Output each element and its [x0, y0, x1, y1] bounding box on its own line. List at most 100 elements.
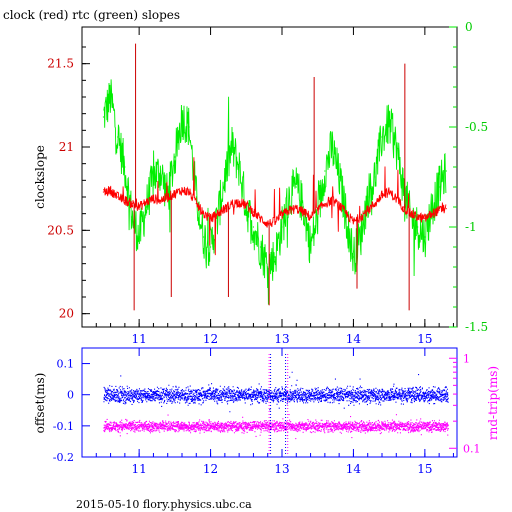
red-clock-slope-point: [288, 209, 290, 211]
green-rtc-slope-point: [402, 186, 405, 188]
bottom-y-right-tick-label: 1: [463, 352, 470, 365]
top-ticks-group: 11 12 13 14 15 20 20.5 21 21.5 0 -0.5 -1 -1.5: [47, 20, 488, 346]
green-rtc-slope-point: [438, 186, 440, 188]
bottom-right-y-axis-label: rnd-trip(ms): [486, 366, 500, 440]
top-x-tick-label: 12: [203, 332, 218, 346]
red-clock-slope-point: [174, 193, 176, 195]
red-clock-slope-point: [159, 199, 162, 201]
red-clock-slope-point: [367, 209, 369, 211]
red-clock-slope-point: [345, 213, 347, 215]
red-clock-slope-point: [445, 208, 447, 210]
red-clock-slope-point: [181, 189, 183, 191]
chart-title: clock (red) rtc (green) slopes: [3, 8, 180, 22]
green-rtc-slope-point: [231, 146, 233, 148]
red-clock-slope-point: [267, 223, 269, 225]
green-rtc-slope-point: [374, 176, 376, 178]
red-clock-slope-point: [438, 209, 440, 211]
green-rtc-slope-point: [152, 176, 155, 178]
green-rtc-slope-point: [238, 166, 240, 168]
top-y-left-tick-label: 21: [59, 140, 74, 154]
green-rtc-slope-point: [417, 226, 419, 228]
green-rtc-slope-point: [274, 256, 276, 258]
red-clock-slope-point: [331, 199, 333, 201]
red-clock-slope-point: [245, 204, 247, 206]
top-y-right-tick-label: -1: [465, 220, 477, 234]
top-chart: 11 12 13 14 15 20 20.5 21 21.5 0 -0.5 -1 -1.5 clocks…: [33, 20, 488, 346]
red-clock-slope-point: [352, 221, 355, 223]
red-clock-slope-point: [309, 216, 312, 218]
red-clock-slope-point: [167, 196, 169, 198]
red-clock-slope-point: [274, 221, 276, 223]
red-clock-slope-point: [252, 211, 255, 213]
red-clock-slope-point: [195, 203, 197, 205]
bottom-ticks-group: 11 12 13 14 15 0.1 0 -0.1 -0.2 1 0.1: [53, 348, 481, 476]
top-series-group: [102, 43, 447, 311]
red-clock-slope-point: [324, 203, 326, 205]
green-rtc-slope-point: [195, 196, 197, 198]
red-clock-slope-point: [409, 213, 412, 215]
green-rtc-slope-point: [145, 206, 147, 208]
red-clock-slope-point: [338, 204, 340, 206]
red-clock-slope-point: [109, 189, 112, 191]
top-y-left-tick-label: 20: [59, 307, 74, 321]
bottom-y-left-tick-label: 0: [67, 389, 74, 402]
green-rtc-slope-point: [202, 236, 205, 238]
green-rtc-slope-point: [359, 236, 362, 238]
green-rtc-slope-point: [288, 196, 290, 198]
green-rtc-slope-point: [131, 216, 133, 218]
green-rtc-slope-point: [295, 186, 297, 188]
red-clock-slope-point: [295, 208, 297, 210]
top-y-axis-label: clockslope: [33, 145, 47, 209]
top-x-tick-label: 13: [274, 332, 289, 346]
green-rtc-slope-point: [224, 176, 226, 178]
bottom-x-tick-label: 14: [346, 462, 362, 476]
bottom-left-y-axis-label: offset(ms): [33, 373, 47, 434]
top-y-left-tick-label: 21.5: [47, 57, 74, 71]
red-clock-slope-point: [131, 203, 133, 205]
red-clock-slope-point: [359, 216, 362, 218]
green-rtc-slope-point: [309, 246, 312, 248]
red-clock-slope-point: [224, 208, 226, 210]
bottom-chart: 11 12 13 14 15 0.1 0 -0.1 -0.2 1 0.1 offset(ms) rn…: [33, 347, 500, 476]
red-clock-slope-point: [202, 213, 205, 215]
offset-scatter-points: [103, 371, 449, 413]
green-rtc-slope-point: [367, 196, 369, 198]
red-clock-slope-point: [217, 213, 219, 215]
red-clock-slope-point: [117, 196, 119, 198]
green-rtc-slope-point: [109, 96, 112, 98]
top-x-tick-label: 14: [346, 332, 362, 346]
red-clock-slope-point: [417, 216, 419, 218]
red-clock-slope-point: [238, 201, 240, 203]
red-clock-slope-point: [138, 206, 140, 208]
green-rtc-slope-point: [445, 170, 447, 172]
top-x-tick-label: 11: [132, 332, 147, 346]
bottom-x-tick-label: 15: [417, 462, 432, 476]
green-rtc-slope-point: [281, 226, 283, 228]
bottom-x-tick-label: 11: [132, 462, 147, 476]
green-rtc-slope-point: [217, 216, 219, 218]
bottom-series-group: [103, 354, 449, 455]
green-rtc-slope-point: [331, 146, 333, 148]
red-clock-slope-point: [188, 191, 190, 193]
green-rtc-slope-point: [388, 122, 390, 124]
red-clock-slope-point: [424, 218, 426, 220]
green-rtc-slope-point: [259, 246, 262, 248]
bottom-y-left-tick-label: -0.2: [53, 451, 74, 464]
red-clock-slope-point: [302, 211, 305, 213]
bottom-x-tick-label: 13: [274, 462, 289, 476]
red-clock-slope-point: [388, 191, 390, 193]
bottom-x-tick-label: 12: [203, 462, 218, 476]
red-clock-slope-point: [124, 199, 126, 201]
green-rtc-slope-point: [138, 236, 140, 238]
red-clock-slope-point: [381, 194, 383, 196]
green-rtc-slope-point: [381, 136, 383, 138]
red-clock-slope-point: [431, 213, 433, 215]
green-rtc-slope-point: [117, 136, 119, 138]
red-clock-slope-point: [231, 203, 233, 205]
red-clock-slope-point: [402, 206, 405, 208]
green-rtc-slope-point: [159, 170, 162, 172]
red-clock-slope-point: [281, 214, 283, 216]
green-rtc-slope-point: [181, 116, 183, 118]
